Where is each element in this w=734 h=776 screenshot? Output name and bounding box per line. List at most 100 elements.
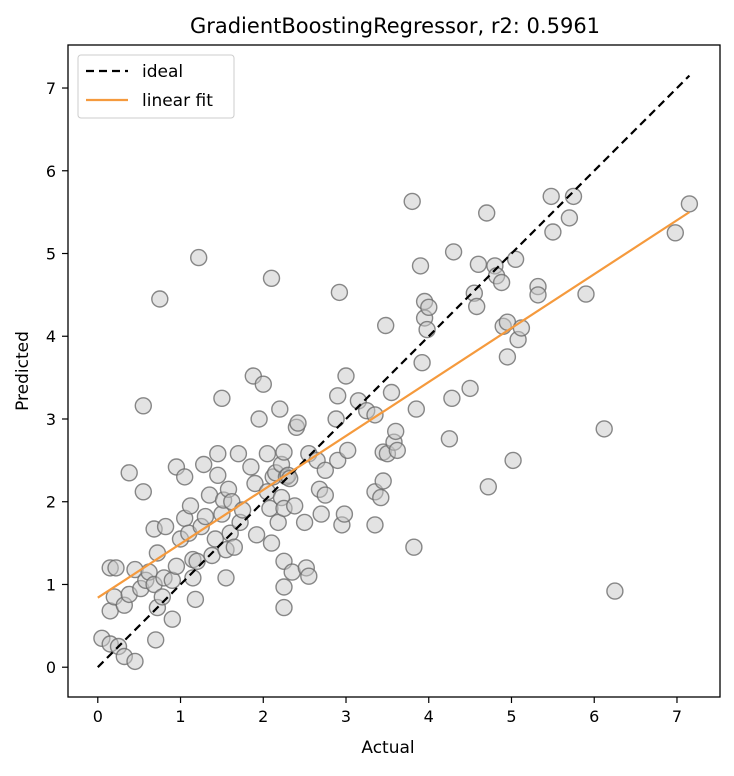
data-point-25 <box>156 517 175 536</box>
data-point-127 <box>420 298 438 316</box>
data-point-148 <box>529 286 547 304</box>
data-point-96 <box>316 486 334 504</box>
data-point-129 <box>443 389 461 407</box>
y-tick-label-5: 5 <box>46 245 56 264</box>
data-point-28 <box>167 557 186 575</box>
data-point-150 <box>544 223 562 241</box>
data-point-9 <box>107 559 125 577</box>
data-point-133 <box>468 297 486 316</box>
data-point-88 <box>295 513 314 532</box>
data-point-37 <box>186 590 205 609</box>
data-point-94 <box>312 505 330 523</box>
y-tick-label-0: 0 <box>46 658 56 677</box>
legend-label-ideal: ideal <box>142 62 183 82</box>
data-point-80 <box>275 598 293 617</box>
data-point-59 <box>242 458 260 476</box>
data-point-45 <box>209 445 227 463</box>
data-point-157 <box>680 195 699 213</box>
data-point-123 <box>413 354 431 372</box>
data-point-110 <box>372 488 390 507</box>
data-point-139 <box>492 273 511 292</box>
x-tick-label-1: 1 <box>175 707 185 726</box>
data-point-158 <box>151 290 169 308</box>
y-tick-label-4: 4 <box>46 327 56 346</box>
data-point-112 <box>374 472 392 490</box>
data-point-128 <box>440 430 459 448</box>
x-tick-label-7: 7 <box>672 707 682 726</box>
data-point-47 <box>213 389 231 407</box>
data-point-104 <box>339 441 357 460</box>
y-tick-label-1: 1 <box>46 575 56 594</box>
chart-title: GradientBoostingRegressor, r2: 0.5961 <box>190 14 600 38</box>
data-point-64 <box>254 375 272 393</box>
x-tick-label-3: 3 <box>341 707 351 726</box>
data-point-100 <box>330 283 349 302</box>
data-point-126 <box>418 320 436 339</box>
y-tick-label-2: 2 <box>46 493 56 512</box>
data-point-154 <box>595 420 613 438</box>
data-point-130 <box>444 243 463 261</box>
data-point-31 <box>175 468 194 486</box>
data-point-159 <box>189 248 208 267</box>
data-point-22 <box>146 631 165 649</box>
data-point-68 <box>262 534 281 552</box>
plot-area: 0 1 2 3 4 5 6 7 0 1 2 3 4 5 6 7 ideal linear fit <box>46 44 721 726</box>
data-point-95 <box>316 461 334 479</box>
data-point-62 <box>247 526 266 544</box>
data-point-61 <box>246 474 264 493</box>
data-point-153 <box>577 285 595 303</box>
data-point-34 <box>181 497 200 515</box>
data-point-155 <box>606 582 624 600</box>
data-point-121 <box>407 400 425 418</box>
data-point-44 <box>206 530 225 548</box>
linear-fit-line <box>97 211 690 599</box>
data-point-120 <box>405 538 423 556</box>
data-point-152 <box>564 187 583 206</box>
data-point-160 <box>134 397 153 415</box>
data-point-46 <box>209 466 227 484</box>
data-point-115 <box>382 383 401 402</box>
data-point-149 <box>542 187 560 206</box>
data-point-142 <box>498 348 517 366</box>
data-point-87 <box>289 414 307 432</box>
data-point-144 <box>506 250 525 268</box>
data-point-98 <box>329 387 347 405</box>
data-point-117 <box>387 422 405 441</box>
data-point-40 <box>194 455 213 474</box>
data-point-79 <box>275 578 293 596</box>
data-point-113 <box>377 316 395 335</box>
data-point-102 <box>335 505 354 523</box>
data-point-77 <box>275 443 293 461</box>
data-point-63 <box>250 410 268 428</box>
y-axis-label: Predicted <box>13 331 33 411</box>
data-point-65 <box>258 445 277 463</box>
x-tick-label-2: 2 <box>258 707 268 726</box>
y-tick-label-7: 7 <box>46 79 56 98</box>
data-point-143 <box>504 451 522 470</box>
data-point-5 <box>126 652 144 671</box>
data-point-136 <box>479 478 497 496</box>
legend: ideal linear fit <box>77 54 235 119</box>
data-point-56 <box>229 445 248 463</box>
data-point-134 <box>469 255 488 273</box>
data-point-51 <box>217 569 235 587</box>
data-point-23 <box>153 588 172 606</box>
data-point-36 <box>184 569 202 587</box>
data-point-135 <box>478 204 496 222</box>
x-tick-label-5: 5 <box>506 707 516 726</box>
data-point-97 <box>327 410 345 428</box>
data-point-85 <box>286 497 304 515</box>
ideal-line <box>97 74 691 668</box>
data-point-103 <box>337 367 355 385</box>
y-tick-label-3: 3 <box>46 410 56 429</box>
data-point-131 <box>461 379 479 398</box>
data-point-122 <box>411 257 430 275</box>
data-point-90 <box>300 567 318 585</box>
x-tick-label-6: 6 <box>589 707 599 726</box>
data-point-118 <box>388 441 406 460</box>
plot-frame <box>67 44 721 698</box>
x-tick-label-0: 0 <box>93 707 103 726</box>
data-point-119 <box>403 192 421 211</box>
